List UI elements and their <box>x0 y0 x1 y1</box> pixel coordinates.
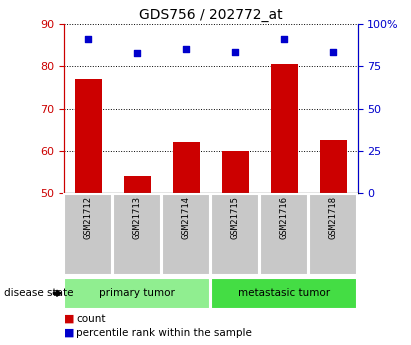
Text: primary tumor: primary tumor <box>99 288 175 298</box>
Bar <box>124 176 151 193</box>
Point <box>85 37 92 42</box>
Text: metastasic tumor: metastasic tumor <box>238 288 330 298</box>
Text: count: count <box>76 314 106 324</box>
Text: GSM21714: GSM21714 <box>182 196 191 239</box>
FancyBboxPatch shape <box>211 278 357 309</box>
FancyBboxPatch shape <box>211 194 259 275</box>
Text: ■: ■ <box>64 328 74 338</box>
FancyBboxPatch shape <box>162 194 210 275</box>
Point <box>281 37 287 42</box>
Point <box>330 49 336 55</box>
FancyBboxPatch shape <box>64 194 112 275</box>
Bar <box>173 142 200 193</box>
Text: GSM21712: GSM21712 <box>84 196 93 239</box>
FancyBboxPatch shape <box>309 194 357 275</box>
Text: GSM21718: GSM21718 <box>328 196 337 239</box>
Point <box>134 50 141 56</box>
Text: GSM21715: GSM21715 <box>231 196 240 239</box>
Title: GDS756 / 202772_at: GDS756 / 202772_at <box>139 8 282 22</box>
FancyBboxPatch shape <box>113 194 161 275</box>
FancyBboxPatch shape <box>64 278 210 309</box>
FancyBboxPatch shape <box>260 194 308 275</box>
Text: GSM21716: GSM21716 <box>279 196 289 239</box>
Bar <box>222 151 249 193</box>
Point <box>183 46 189 51</box>
Text: ■: ■ <box>64 314 74 324</box>
Bar <box>320 140 346 193</box>
Bar <box>270 64 298 193</box>
Text: disease state: disease state <box>4 288 74 298</box>
Text: percentile rank within the sample: percentile rank within the sample <box>76 328 252 338</box>
Bar <box>75 79 102 193</box>
Point <box>232 49 238 55</box>
Text: GSM21713: GSM21713 <box>133 196 142 239</box>
